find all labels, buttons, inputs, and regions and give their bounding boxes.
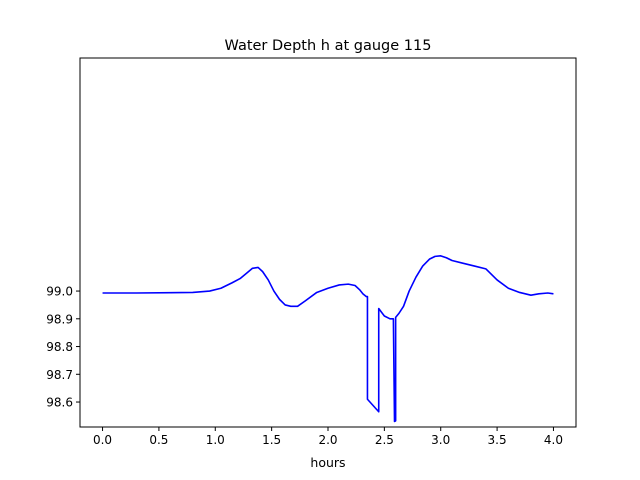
- x-tick-label: 2.5: [375, 433, 394, 447]
- series-line-0: [102, 255, 554, 423]
- x-tick-label: 1.5: [262, 433, 281, 447]
- y-tick-label: 98.8: [46, 340, 73, 354]
- y-tick-label: 99.0: [46, 285, 73, 299]
- x-tick-label: 3.5: [488, 433, 507, 447]
- x-tick-label: 3.0: [431, 433, 450, 447]
- y-tick-label: 98.6: [46, 396, 73, 410]
- x-tick-label: 2.0: [318, 433, 337, 447]
- x-tick-label: 0.5: [149, 433, 168, 447]
- chart-title: Water Depth h at gauge 115: [225, 38, 432, 54]
- x-tick-label: 0.0: [93, 433, 112, 447]
- x-axis-label: hours: [310, 455, 345, 470]
- x-tick-label: 4.0: [544, 433, 563, 447]
- y-tick-label: 98.7: [46, 368, 73, 382]
- x-tick-label: 1.0: [206, 433, 225, 447]
- y-tick-label: 98.9: [46, 312, 73, 326]
- plot-area: [102, 255, 554, 423]
- x-axis: 0.0 0.5 1.0 1.5 2.0 2.5 3.0 3.5 4.0: [93, 427, 563, 447]
- y-axis: 98.6 98.7 98.8 98.9 99.0: [46, 285, 80, 410]
